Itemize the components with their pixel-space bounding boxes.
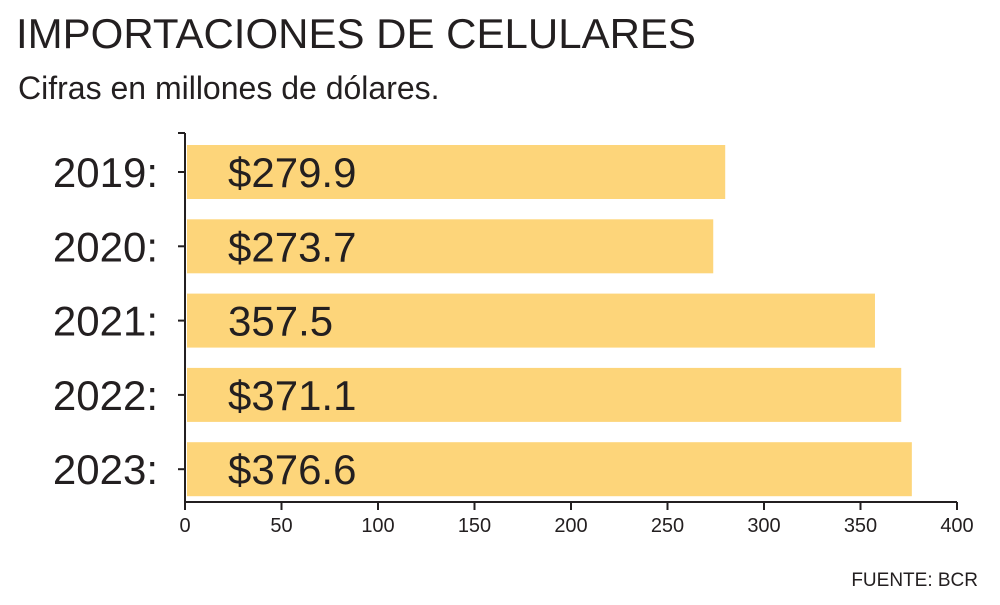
category-label: 2022: (53, 372, 158, 419)
x-tick-label: 150 (458, 515, 491, 537)
bar-2022 (187, 367, 902, 422)
data-label: $371.1 (228, 372, 356, 419)
x-tick-label: 400 (940, 515, 973, 537)
axis-layer: 0 50 100 150 200 250 300 350 400 (178, 132, 974, 537)
bar-2023 (187, 442, 912, 497)
data-label: $273.7 (228, 223, 356, 270)
x-tick-label: 0 (179, 515, 190, 537)
bar-2019 (187, 145, 726, 199)
source-note: FUENTE: BCR (851, 570, 978, 591)
category-label: 2021: (53, 298, 158, 345)
x-tick-label: 250 (651, 515, 684, 537)
x-tick-label: 350 (844, 515, 877, 537)
data-label: 357.5 (228, 298, 333, 345)
category-label: 2020: (53, 223, 158, 270)
x-tick-label: 100 (361, 515, 394, 537)
chart-title: IMPORTACIONES DE CELULARES (16, 10, 696, 57)
x-tick-label: 300 (747, 515, 780, 537)
category-label: 2023: (53, 446, 158, 493)
bar-2020 (187, 219, 714, 274)
data-label: $279.9 (228, 149, 356, 196)
x-tick-label: 50 (270, 515, 292, 537)
bar-2021 (187, 293, 875, 348)
bars-layer: 2019: $279.9 2020: $273.7 2021: 357.5 2022: $37… (53, 145, 912, 497)
category-label: 2019: (53, 149, 158, 196)
x-tick-label: 200 (554, 515, 587, 537)
data-label: $376.6 (228, 446, 356, 493)
chart-subtitle: Cifras en millones de dólares. (18, 70, 440, 106)
